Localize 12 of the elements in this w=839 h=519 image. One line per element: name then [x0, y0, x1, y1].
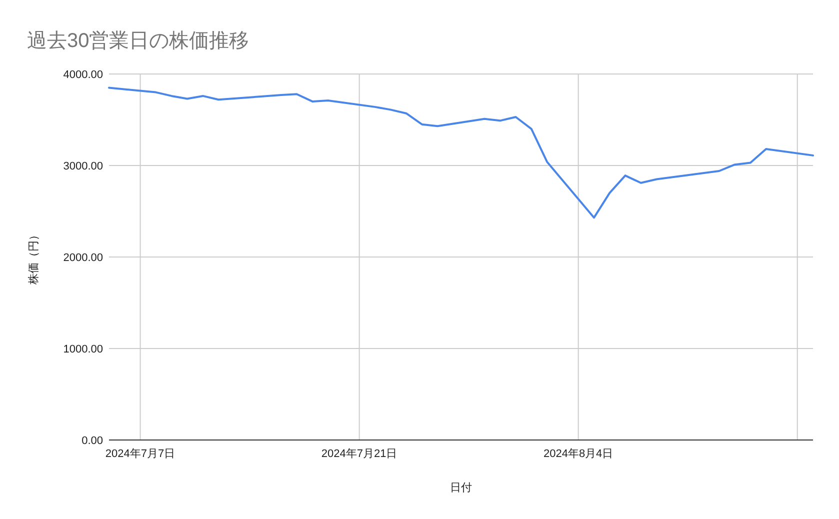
y-tick-label: 0.00	[82, 434, 103, 447]
x-axis-title: 日付	[450, 482, 472, 494]
x-tick-label: 2024年8月4日	[543, 448, 614, 460]
y-axis-title: 株価（円）	[27, 230, 40, 286]
x-tick-label: 2024年7月7日	[105, 448, 176, 460]
line-series	[108, 86, 814, 219]
y-tick-label: 2000.00	[63, 252, 103, 264]
chart-title: 過去30営業日の株価推移	[27, 30, 250, 52]
y-tick-label: 1000.00	[63, 343, 103, 356]
y-tick-label: 3000.00	[63, 160, 103, 172]
y-tick-label: 4000.00	[63, 68, 103, 81]
x-tick-label: 2024年7月21日	[321, 448, 398, 460]
